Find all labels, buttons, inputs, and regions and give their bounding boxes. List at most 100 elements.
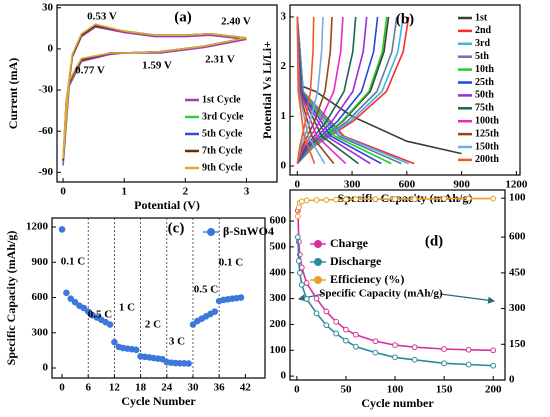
y-tick-label: 30: [42, 1, 54, 13]
data-point: [84, 308, 92, 315]
legend-label: Discharge: [330, 254, 382, 268]
data-point: [296, 269, 303, 276]
y-tick-label: 600: [32, 291, 49, 303]
data-point: [343, 196, 349, 203]
data-point: [465, 346, 472, 353]
x-tick-label: 12: [109, 382, 121, 394]
y-tick-label: 300: [270, 292, 287, 304]
data-point: [303, 197, 310, 204]
data-point: [465, 195, 472, 202]
data-point: [294, 234, 301, 241]
data-point: [392, 196, 398, 202]
y-tick-label: 2: [281, 60, 287, 72]
y-axis-label: Current (mA): [6, 58, 20, 129]
data-point: [295, 258, 302, 264]
x-axis-label: Cycle Number: [121, 394, 196, 408]
legend-marker: [314, 276, 322, 284]
panel-label: (d): [425, 233, 443, 249]
annotation: 0.5 C: [194, 284, 219, 296]
data-point: [295, 204, 302, 211]
x-tick-label: 0: [295, 179, 301, 191]
x-tick-label: 0: [60, 186, 66, 198]
data-point: [106, 321, 114, 328]
annotation: 1 C: [119, 302, 135, 314]
legend-label: 100th: [475, 115, 499, 126]
y-axis-label: Specific Capacity (mAh/g): [4, 231, 18, 366]
y-tick-label: 600: [509, 231, 526, 243]
data-point: [313, 295, 320, 302]
x-tick-label: 300: [344, 179, 361, 191]
data-point: [411, 196, 418, 202]
data-point: [111, 338, 118, 346]
x-tick-label: 200: [485, 384, 502, 396]
legend-label: 150th: [475, 141, 499, 152]
data-point: [323, 197, 330, 203]
data-point: [132, 346, 140, 354]
x-tick-label: 600: [399, 179, 416, 191]
annotation: 0.53 V: [87, 11, 117, 23]
legend-marker: [314, 258, 322, 266]
y-tick-label: 400: [270, 266, 287, 278]
y-tick-label: 300: [509, 302, 526, 314]
annotation: 2.40 V: [221, 16, 251, 28]
annotation: 2 C: [145, 319, 161, 331]
data-point: [372, 349, 379, 356]
data-point: [392, 354, 398, 361]
data-point: [237, 294, 245, 301]
data-point: [333, 196, 340, 203]
plot-frame: [289, 189, 506, 381]
x-tick-label: 2: [183, 186, 189, 198]
x-tick-label: 6: [85, 382, 91, 394]
x-tick-label: 3: [244, 186, 250, 198]
legend-marker: [314, 240, 322, 248]
legend-marker: [207, 228, 215, 236]
legend-label: 7th Cycle: [202, 145, 243, 156]
data-point: [333, 318, 340, 325]
y-tick-label: -90: [38, 166, 53, 178]
y-tick-label: 0: [281, 160, 287, 172]
data-point: [465, 361, 472, 368]
legend-label: 9th Cycle: [202, 162, 243, 173]
x-axis-label: Specific Capacity (mAh/g): [338, 191, 473, 205]
y-tick-label: 500: [270, 240, 287, 252]
data-point: [411, 344, 418, 351]
y-tick-label: 0: [43, 362, 49, 374]
legend-label: 125th: [475, 128, 499, 139]
y-tick-label: 0: [509, 374, 515, 386]
x-tick-label: 0: [294, 384, 300, 396]
data-point: [63, 289, 70, 297]
legend-label: β-SnWO4: [223, 224, 274, 238]
y-tick-label: 0: [48, 42, 54, 54]
data-point: [352, 343, 359, 350]
y-axis-label: Potential Vs Li/Li+: [260, 41, 274, 139]
legend-label: 25th: [475, 77, 494, 88]
legend-label: 1st: [475, 12, 488, 23]
data-point: [490, 347, 497, 354]
data-point: [298, 281, 305, 288]
x-tick-label: 30: [187, 382, 199, 394]
data-point: [352, 196, 359, 202]
data-point: [294, 213, 301, 220]
y-tick-label: 0: [281, 370, 287, 382]
data-point: [303, 296, 310, 302]
legend-label: 10th: [475, 64, 494, 75]
series-line: [62, 23, 247, 159]
y-tick-label: 100: [509, 192, 526, 204]
data-point: [159, 355, 166, 363]
data-point: [333, 330, 340, 337]
data-point: [343, 337, 349, 344]
legend-label: Charge: [330, 236, 369, 250]
data-point: [490, 195, 497, 202]
legend-label: 3rd Cycle: [202, 111, 244, 122]
y-tick-label: 150: [509, 338, 526, 350]
series-line: [297, 237, 494, 367]
y-tick-label: 600: [270, 215, 287, 227]
data-point: [323, 308, 330, 315]
x-tick-label: 18: [135, 382, 147, 394]
y-tick-label: 1200: [26, 221, 49, 233]
x-tick-label: 50: [340, 384, 352, 396]
x-axis-label: Cycle number: [361, 396, 434, 410]
annotation: 0.77 V: [75, 65, 105, 77]
legend-label: 5th Cycle: [202, 128, 243, 139]
